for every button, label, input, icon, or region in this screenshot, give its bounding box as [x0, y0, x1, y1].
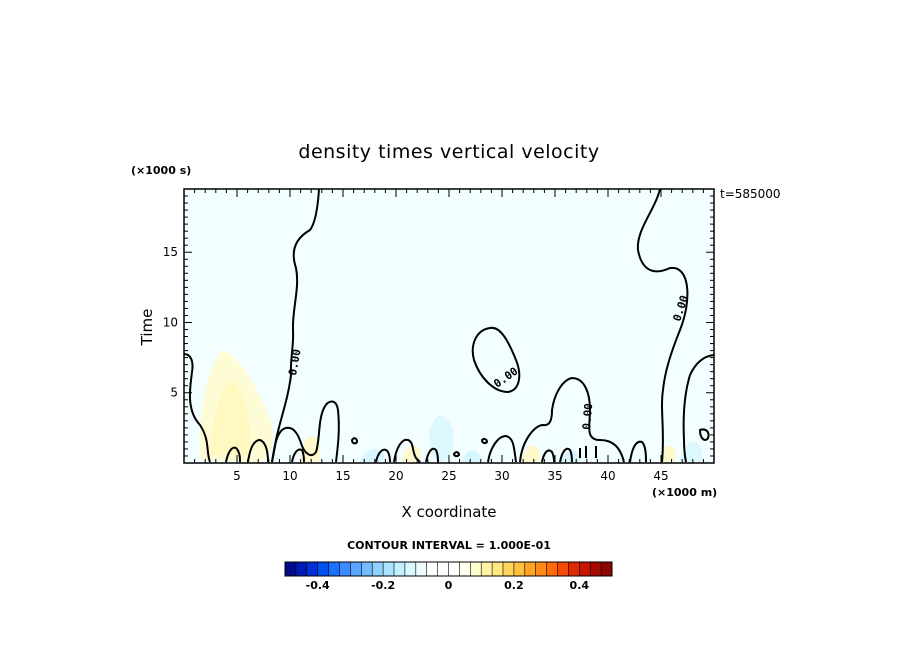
x-tick-label: 35	[547, 469, 562, 483]
colorbar-swatch	[306, 562, 318, 576]
colorbar-tick-labels: -0.4 -0.2 0 0.2 0.4	[306, 579, 590, 592]
colorbar-swatch	[590, 562, 602, 576]
colorbar-swatch	[394, 562, 406, 576]
axis-ticks	[184, 189, 714, 463]
contour-line	[636, 188, 689, 463]
colorbar-swatch	[328, 562, 340, 576]
plot-area: 0.00 0.00 0.00 0.00	[183, 188, 715, 464]
contour-line	[183, 353, 211, 463]
x-tick-label: 10	[282, 469, 297, 483]
x-tick-label: 5	[233, 469, 241, 483]
colorbar-swatch	[579, 562, 591, 576]
colorbar-swatch	[361, 562, 373, 576]
contour-line	[225, 446, 241, 463]
contour-line	[629, 440, 647, 463]
positive-patch	[522, 445, 541, 462]
colorbar-tick-label: -0.2	[371, 579, 395, 592]
y-tick-label: 10	[163, 315, 178, 329]
contour-line	[519, 376, 625, 463]
colorbar-swatch	[524, 562, 536, 576]
contour-line	[393, 438, 421, 463]
colorbar-swatch	[546, 562, 558, 576]
colorbar	[284, 561, 613, 577]
colorbar-swatch	[513, 562, 526, 576]
contour-line	[579, 446, 597, 458]
colorbar-swatch	[601, 562, 613, 576]
colorbar-swatch	[459, 562, 471, 576]
colorbar-swatch	[437, 562, 449, 576]
colorbar-swatch	[535, 562, 547, 576]
colorbar-tick-label: 0	[445, 579, 453, 592]
contour-line	[452, 451, 461, 458]
contour-line	[350, 437, 359, 445]
colorbar-swatch	[481, 562, 493, 576]
y-tick-label: 5	[170, 386, 178, 400]
colorbar-swatch	[295, 562, 308, 576]
colorbar-swatch	[350, 562, 362, 576]
contour-line	[247, 438, 269, 463]
time-stamp: t=585000	[720, 187, 781, 201]
colorbar-swatch	[285, 562, 297, 576]
zero-contours	[183, 188, 715, 463]
negative-patch	[560, 451, 581, 462]
negative-patch	[360, 449, 385, 462]
contour-interval-label: CONTOUR INTERVAL = 1.000E-01	[347, 539, 551, 552]
axis-tick-labels: 5 10 15 20 25 30 35 40 45 5 10 15	[163, 245, 669, 483]
colorbar-swatch	[339, 562, 351, 576]
x-unit-label: (×1000 m)	[652, 486, 717, 499]
contour-line	[375, 448, 391, 463]
x-tick-label: 20	[388, 469, 403, 483]
contour-line	[559, 447, 573, 463]
x-axis-label: X coordinate	[401, 503, 496, 521]
colorbar-swatch	[503, 562, 515, 576]
colorbar-swatch	[470, 562, 482, 576]
colorbar-swatch	[492, 562, 504, 576]
x-tick-label: 25	[441, 469, 456, 483]
colorbar-swatch	[372, 562, 384, 576]
colorbar-tick-label: 0.4	[570, 579, 590, 592]
plot-background	[184, 189, 714, 463]
contour-line	[271, 400, 340, 463]
chart-title: density times vertical velocity	[298, 141, 599, 163]
contour-line	[682, 354, 715, 463]
colorbar-swatch	[426, 562, 438, 576]
colorbar-swatch	[557, 562, 569, 576]
negative-patch	[462, 450, 481, 462]
contour-label: 0.00	[286, 348, 303, 376]
x-tick-label: 15	[335, 469, 350, 483]
contour-line	[541, 449, 555, 463]
contour-line	[487, 434, 517, 463]
positive-patch	[210, 380, 251, 455]
y-tick-label: 15	[163, 245, 178, 259]
colorbar-tick-label: 0.2	[504, 579, 524, 592]
y-unit-label: (×1000 s)	[131, 164, 191, 177]
colorbar-swatch	[317, 562, 329, 576]
colorbar-swatch	[415, 562, 427, 576]
contour-label: 0.00	[580, 403, 595, 431]
contour-line	[471, 326, 521, 394]
positive-patch	[300, 436, 321, 462]
colorbar-swatch	[568, 562, 580, 576]
contour-line	[698, 428, 710, 441]
contour-line	[480, 437, 489, 445]
colorbar-tick-label: -0.4	[306, 579, 330, 592]
colorbar-swatch	[448, 562, 460, 576]
y-axis-label: Time	[138, 309, 156, 347]
x-tick-label: 45	[653, 469, 668, 483]
x-tick-label: 30	[494, 469, 509, 483]
x-tick-label: 40	[600, 469, 615, 483]
colorbar-swatch	[383, 562, 395, 576]
colorbar-swatch	[404, 562, 417, 576]
colorbar-frame	[284, 561, 613, 577]
contour-line	[291, 448, 305, 463]
positive-patch	[660, 445, 677, 462]
